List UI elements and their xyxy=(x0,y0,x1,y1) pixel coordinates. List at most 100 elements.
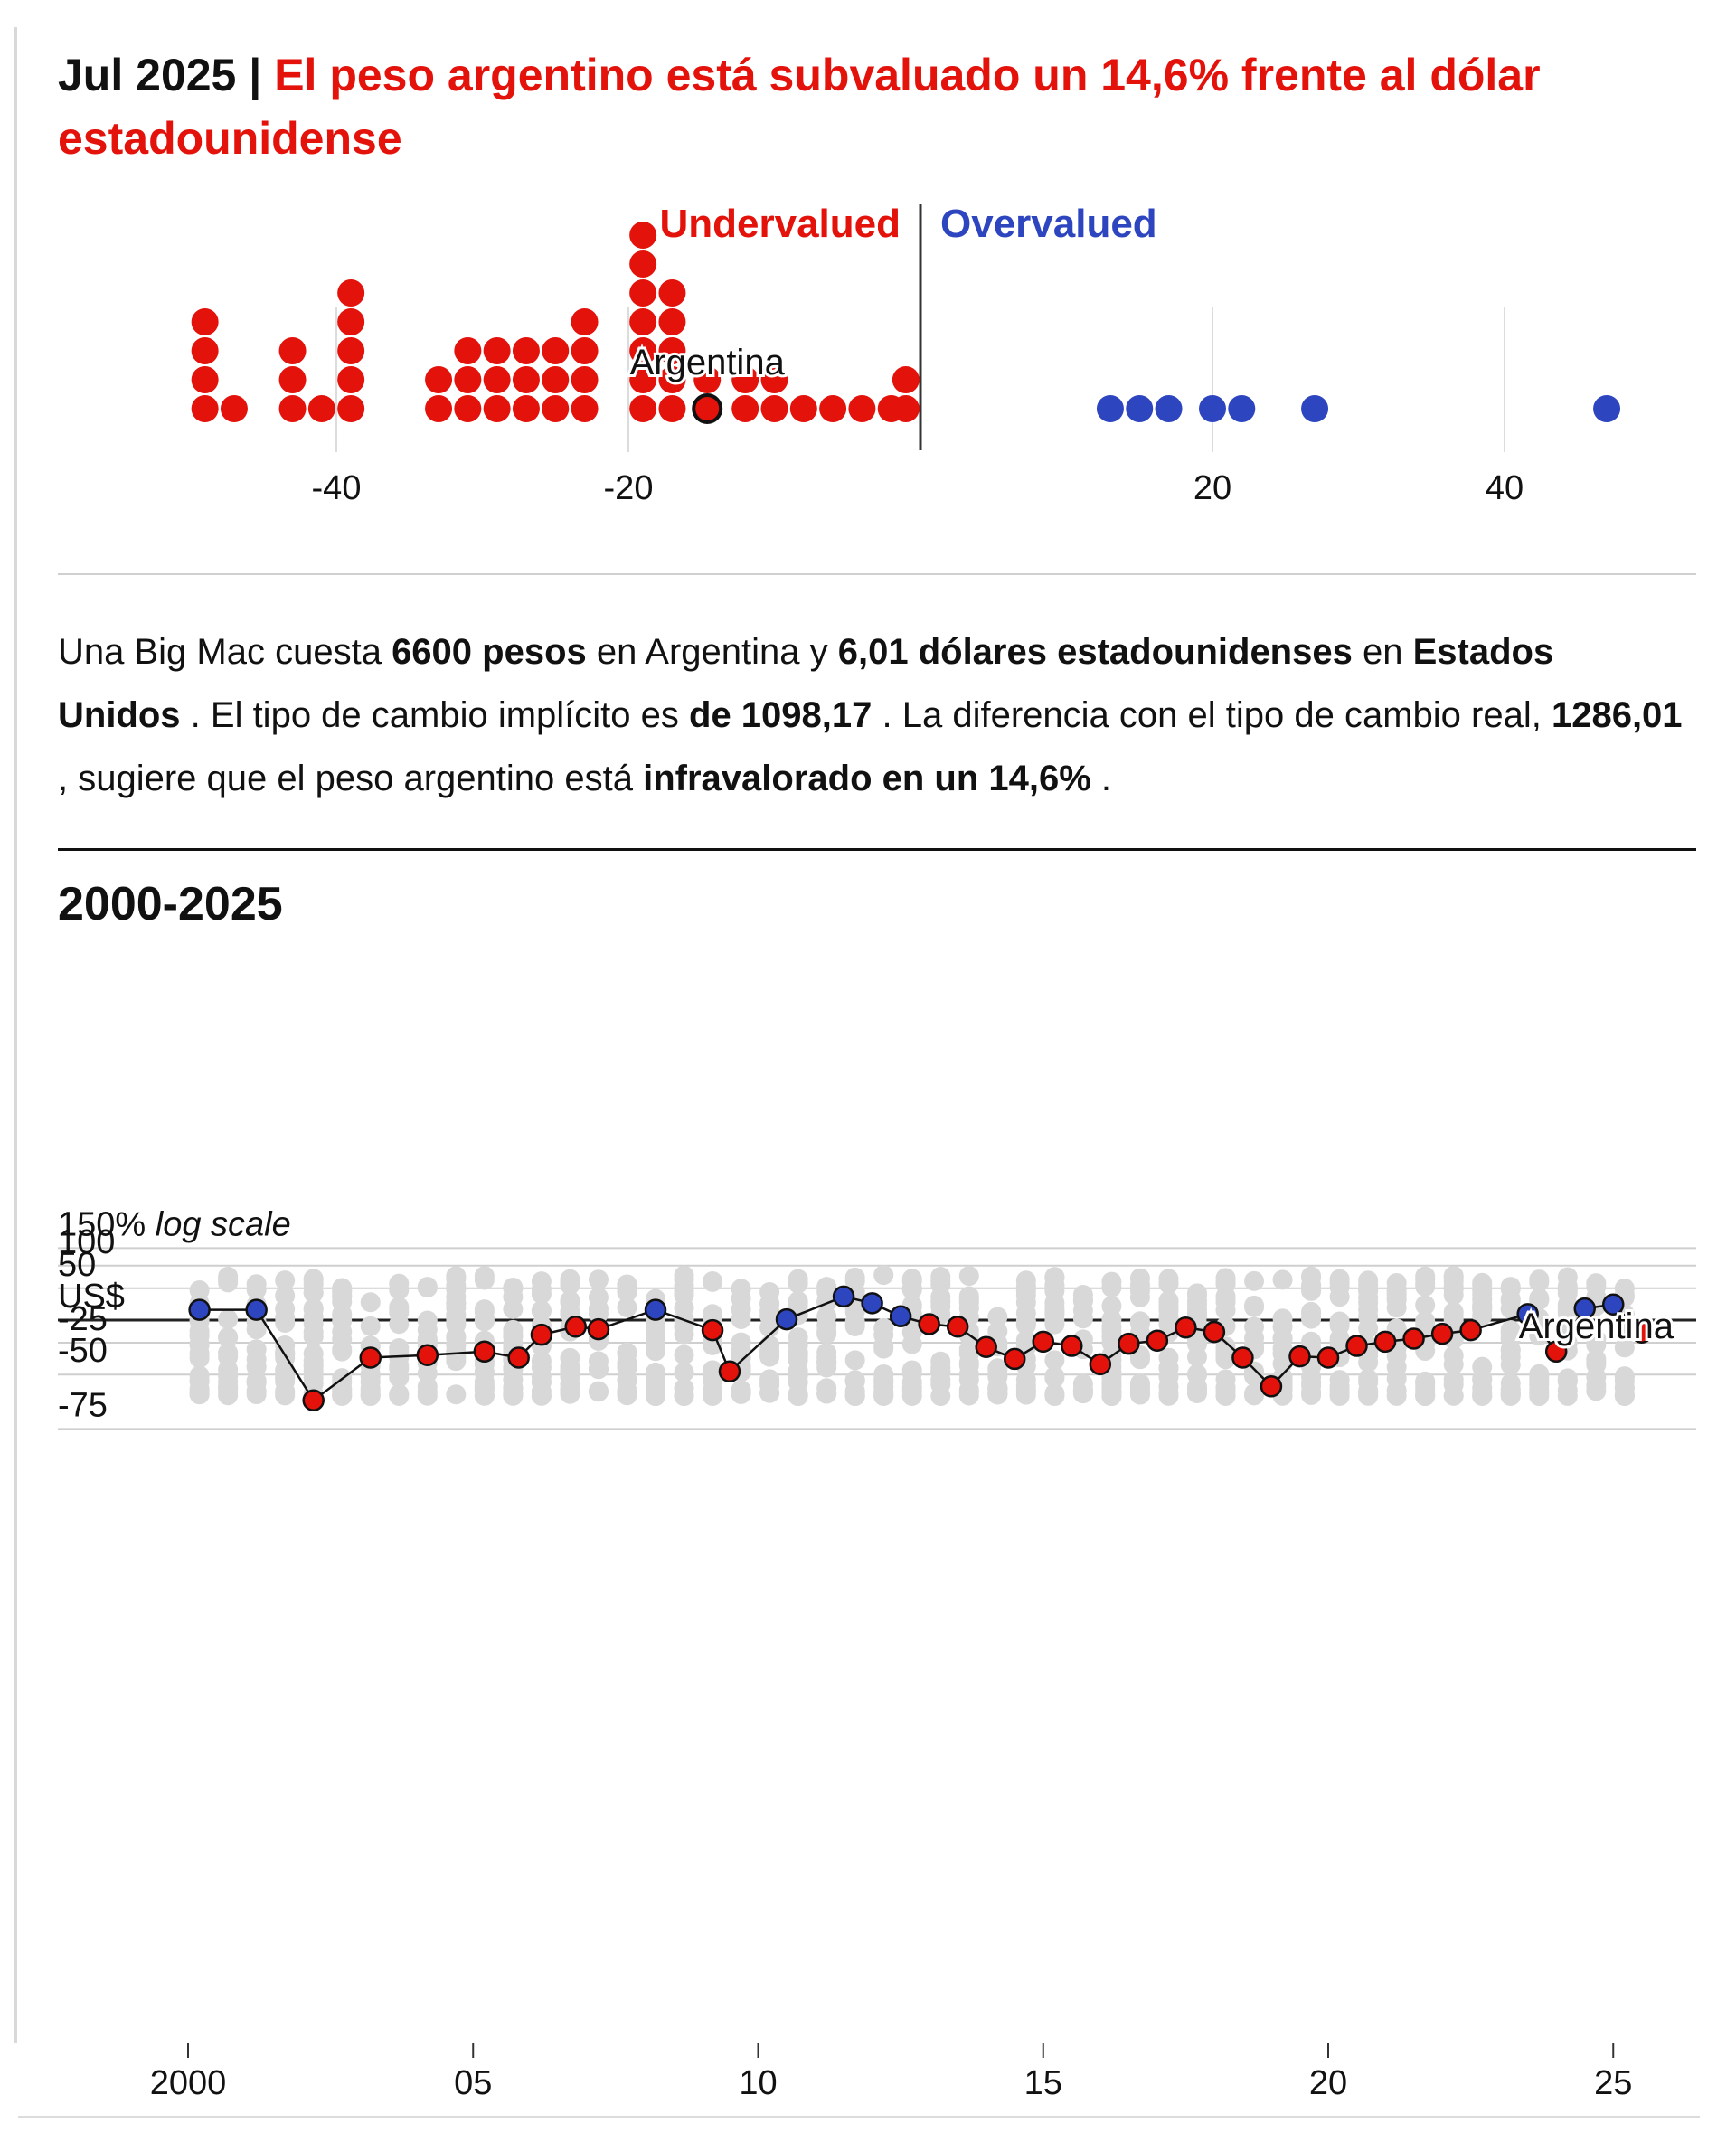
line-background-dot xyxy=(788,1327,808,1348)
line-background-dot xyxy=(1358,1372,1379,1392)
line-background-dot xyxy=(1472,1368,1493,1389)
line-background-dot xyxy=(1044,1310,1065,1331)
desc-text-1: Una Big Mac cuesta xyxy=(58,632,392,672)
line-background-dot xyxy=(1529,1366,1550,1387)
line-background-dot xyxy=(503,1277,524,1297)
dotplot-dot-undervalued xyxy=(512,337,540,364)
line-background-dot xyxy=(873,1369,894,1390)
desc-bold-country: Estados Unidos xyxy=(58,632,1554,735)
desc-text-6: , sugiere que el peso argentino está xyxy=(58,759,644,798)
line-background-dot xyxy=(816,1315,837,1335)
line-background-dot xyxy=(1415,1386,1436,1406)
line-background-dot xyxy=(816,1352,837,1373)
line-background-dot xyxy=(987,1307,1008,1327)
line-background-dot xyxy=(760,1382,780,1403)
dotplot-dot-undervalued xyxy=(629,222,657,249)
dotplot-dot-undervalued xyxy=(658,395,686,422)
line-background-dot xyxy=(1614,1321,1635,1342)
title-date: Jul 2025 xyxy=(58,50,237,100)
line-background-dot xyxy=(303,1269,324,1290)
line-point-undervalued xyxy=(1175,1316,1197,1339)
line-background-dot xyxy=(246,1349,267,1370)
line-background-dot xyxy=(674,1362,694,1382)
line-point-undervalued xyxy=(1146,1329,1169,1352)
line-background-dot xyxy=(531,1372,552,1392)
line-background-dot xyxy=(446,1312,467,1333)
line-background-dot xyxy=(1386,1385,1407,1406)
line-point-undervalued xyxy=(1345,1335,1368,1357)
dotplot-tick-label: -40 xyxy=(312,469,362,507)
line-background-dot xyxy=(788,1291,808,1312)
dotplot-dot-undervalued xyxy=(658,279,686,307)
line-background-dot xyxy=(1358,1292,1379,1313)
line-background-dot xyxy=(1329,1316,1350,1336)
line-background-dot xyxy=(816,1383,837,1404)
line-point-overvalued xyxy=(889,1305,912,1328)
line-background-dot xyxy=(588,1351,609,1372)
line-background-dot xyxy=(417,1382,438,1402)
line-background-dot xyxy=(503,1326,524,1347)
line-background-dot xyxy=(617,1385,637,1406)
line-background-dot xyxy=(731,1279,751,1299)
dotplot-dot-undervalued xyxy=(658,366,686,393)
dotplot-dot-undervalued xyxy=(629,279,657,307)
line-x-tick-label: 20 xyxy=(1309,2064,1347,2102)
line-background-dot xyxy=(987,1360,1008,1381)
dotplot-dot-undervalued xyxy=(454,366,482,393)
line-background-dot xyxy=(731,1299,751,1320)
line-background-dot xyxy=(1272,1338,1293,1359)
line-point-undervalued xyxy=(530,1323,553,1346)
line-background-dot xyxy=(1443,1345,1464,1366)
line-background-dot xyxy=(446,1268,467,1288)
dotplot-dot-undervalued xyxy=(483,337,511,364)
line-background-dot xyxy=(731,1382,751,1403)
line-background-dot xyxy=(275,1367,296,1388)
line-background-dot xyxy=(531,1357,552,1378)
line-background-dot xyxy=(1415,1276,1436,1297)
desc-text-4: . El tipo de cambio implícito es xyxy=(180,695,690,735)
line-x-tick-label: 2000 xyxy=(150,2064,227,2102)
line-background-dot xyxy=(1586,1335,1607,1355)
line-background-dot xyxy=(360,1292,381,1313)
line-point-overvalued xyxy=(1602,1293,1625,1316)
line-background-dot xyxy=(1443,1270,1464,1291)
line-background-dot xyxy=(446,1293,467,1314)
line-point-undervalued xyxy=(975,1335,997,1358)
line-background-dot xyxy=(1044,1350,1065,1371)
dotplot-dot-undervalued xyxy=(629,395,657,422)
line-background-dot xyxy=(1101,1386,1122,1407)
dotplot-dot-overvalued xyxy=(1126,395,1154,422)
line-background-dot xyxy=(360,1364,381,1384)
line-background-dot xyxy=(389,1314,410,1335)
line-background-dot xyxy=(617,1357,637,1378)
dotplot-argentina-label: Argentina xyxy=(630,343,786,382)
line-background-dot xyxy=(844,1311,865,1332)
dotplot-dot-undervalued xyxy=(337,279,365,307)
line-y-tick-label: US$ xyxy=(58,1278,125,1316)
dotplot-dot-undervalued xyxy=(220,395,248,422)
line-point-undervalued xyxy=(1459,1318,1482,1342)
line-y-tick-label: 50 xyxy=(58,1246,96,1284)
line-background-dot xyxy=(1500,1340,1521,1361)
desc-bold-actual-rate: 1286,01 xyxy=(1551,695,1683,735)
line-x-tick-label: 25 xyxy=(1594,2064,1632,2102)
line-background-dot xyxy=(617,1297,637,1317)
dotplot-tick-label: 40 xyxy=(1486,469,1524,507)
line-background-dot xyxy=(731,1340,751,1361)
dotplot-dot-undervalued xyxy=(571,366,599,393)
line-background-dot xyxy=(474,1363,495,1383)
line-background-dot xyxy=(1500,1277,1521,1297)
line-background-dot xyxy=(1215,1339,1236,1360)
line-background-dot xyxy=(1044,1384,1065,1405)
dotplot-dot-undervalued xyxy=(571,337,599,364)
line-background-dot xyxy=(1386,1368,1407,1389)
line-background-dot xyxy=(218,1359,239,1380)
line-background-dot xyxy=(1272,1269,1293,1290)
line-background-dot xyxy=(1301,1301,1322,1322)
line-point-overvalued xyxy=(188,1298,211,1321)
line-background-dot xyxy=(930,1267,951,1288)
line-background-dot xyxy=(703,1271,723,1292)
line-background-dot xyxy=(1472,1299,1493,1320)
line-background-dot xyxy=(218,1266,239,1287)
line-background-dot xyxy=(1044,1292,1065,1313)
